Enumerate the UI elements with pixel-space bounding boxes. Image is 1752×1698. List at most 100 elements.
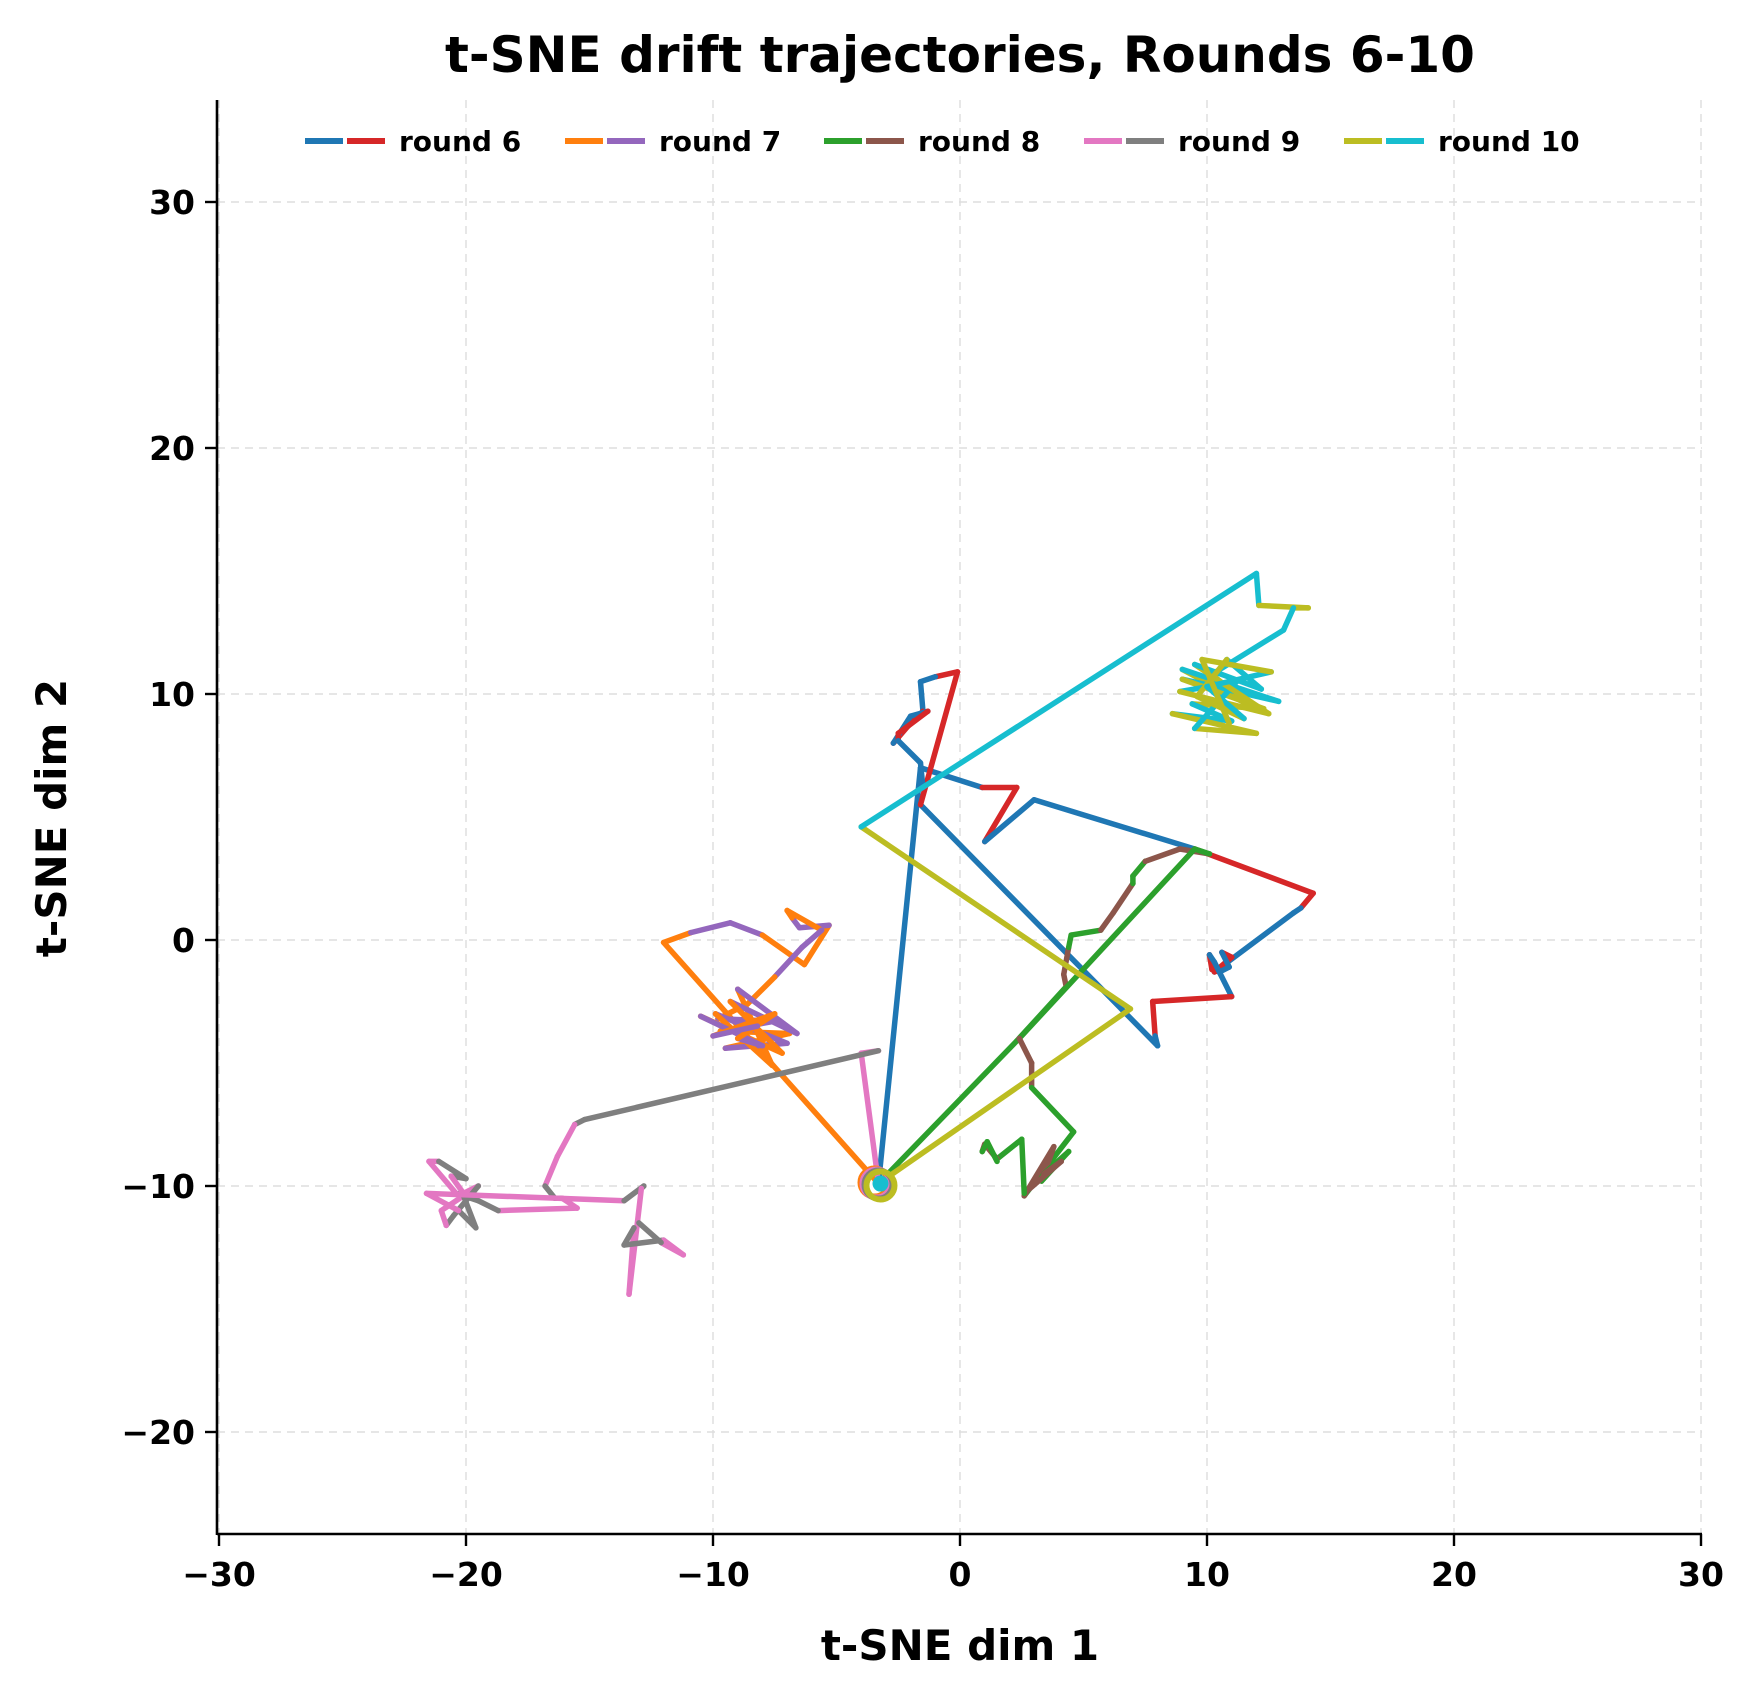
trajectory-segment <box>784 907 825 933</box>
trajectory-segment <box>875 765 924 1187</box>
trajectory-segment <box>626 1225 637 1297</box>
legend-item: round 10 <box>1344 125 1580 158</box>
trajectory-segment <box>875 1006 1134 1187</box>
trajectory-segment <box>636 1220 664 1246</box>
trajectory-segment <box>858 570 1260 830</box>
trajectory-segment <box>801 922 832 968</box>
trajectory-segment <box>932 669 961 680</box>
start-marker-ring <box>863 1168 898 1203</box>
trajectory-segment <box>1142 846 1183 865</box>
trajectory-segment <box>1149 998 1158 1039</box>
trajectory-segment <box>658 1239 687 1258</box>
trajectory-segment <box>1298 890 1316 911</box>
y-axis-ticks: −20 −10 0 10 20 30 <box>121 183 217 1452</box>
trajectory-segment <box>917 760 926 791</box>
legend-item: round 7 <box>565 125 781 158</box>
x-tick-label: 20 <box>1431 1555 1477 1594</box>
trajectory-segment <box>875 1038 1020 1187</box>
trajectory-segment <box>710 1023 761 1039</box>
trajectory-segment <box>734 1035 766 1049</box>
trajectory-segment <box>1191 846 1316 897</box>
trajectory-segment <box>1016 1035 1035 1066</box>
chart-title: t-SNE drift trajectories, Rounds 6-10 <box>445 26 1475 84</box>
trajectory-segment <box>426 1158 459 1197</box>
x-tick-label: −20 <box>429 1555 503 1594</box>
y-tick-label: 10 <box>149 675 195 714</box>
trajectory-segment <box>981 784 1020 845</box>
trajectory-segment <box>581 1047 882 1123</box>
trajectory-segment <box>799 927 825 951</box>
trajectory-segment <box>1016 846 1198 1042</box>
trajectory-segment <box>542 1153 561 1189</box>
legend-item: round 8 <box>824 125 1040 158</box>
trajectory-segment <box>1204 669 1274 690</box>
trajectory-segment <box>1031 797 1198 852</box>
trajectory-round-6 <box>875 669 1316 1187</box>
trajectory-segment <box>759 932 808 968</box>
x-tick-label: 30 <box>1678 1555 1724 1594</box>
trajectory-round-8 <box>875 846 1213 1199</box>
trajectory-segment <box>917 678 926 714</box>
y-tick-label: 30 <box>149 183 195 222</box>
trajectory-round-9 <box>423 1047 882 1297</box>
x-axis-ticks: −30 −20 −10 0 10 20 30 <box>182 1534 1724 1594</box>
trajectory-segment <box>984 1138 1000 1165</box>
x-tick-label: −30 <box>182 1555 256 1594</box>
legend-item: round 9 <box>1084 125 1300 158</box>
x-tick-label: 0 <box>949 1555 972 1594</box>
y-tick-label: 20 <box>149 429 195 468</box>
trajectories <box>423 570 1316 1297</box>
trajectory-segment <box>1110 880 1136 916</box>
trajectory-segment <box>858 824 1134 1012</box>
trajectory-segment <box>1219 949 1232 970</box>
trajectory-segment <box>895 708 931 737</box>
start-markers <box>857 1165 898 1203</box>
trajectory-segment <box>1060 944 1072 978</box>
y-tick-label: −10 <box>121 1167 195 1206</box>
start-marker-dot <box>872 1175 889 1192</box>
trajectory-segment <box>895 737 924 766</box>
x-tick-label: −10 <box>676 1555 750 1594</box>
legend-label: round 10 <box>1438 125 1580 158</box>
y-tick-label: −20 <box>121 1413 195 1452</box>
legend: round 6 round 7 round 8 round 9 round 10 <box>305 125 1580 158</box>
x-axis-label: t-SNE dim 1 <box>821 1621 1099 1670</box>
trajectory-segment <box>495 1205 580 1214</box>
trajectory-segment <box>688 920 734 936</box>
trajectory-segment <box>917 801 1161 1049</box>
trajectory-segment <box>1199 656 1232 727</box>
legend-item: round 6 <box>305 125 521 158</box>
trajectory-segment <box>660 929 694 946</box>
trajectory-segment <box>448 1173 467 1197</box>
trajectory-segment <box>1019 1136 1027 1197</box>
trajectory-segment <box>1280 605 1297 633</box>
legend-label: round 9 <box>1178 125 1300 158</box>
trajectory-segment <box>858 1050 882 1187</box>
trajectory-round-7 <box>660 907 882 1187</box>
legend-label: round 7 <box>659 125 781 158</box>
trajectory-segment <box>475 1198 501 1214</box>
legend-label: round 6 <box>399 125 521 158</box>
trajectory-segment <box>455 1207 479 1231</box>
y-axis-label: t-SNE dim 2 <box>27 679 76 957</box>
grid-lines <box>217 100 1702 1534</box>
trajectory-segment <box>438 1193 467 1214</box>
y-tick-label: 0 <box>172 921 195 960</box>
trajectory-segment <box>1028 1084 1077 1135</box>
trajectory-segment <box>1149 993 1235 1005</box>
trajectory-segment <box>727 920 766 938</box>
trajectory-segment <box>1098 910 1116 933</box>
trajectory-round-10 <box>858 570 1312 1187</box>
x-tick-label: 10 <box>1184 1555 1230 1594</box>
trajectory-segment <box>554 1121 578 1160</box>
trajectory-segment <box>772 944 805 980</box>
trajectory-segment <box>981 797 1037 845</box>
trajectory-segment <box>1021 1158 1065 1197</box>
trajectory-segment <box>1191 725 1260 737</box>
trajectory-segment <box>1130 858 1148 879</box>
trajectory-segment <box>1199 656 1274 675</box>
trajectory-segment <box>1253 570 1262 609</box>
trajectory-segment <box>1211 959 1235 1000</box>
legend-label: round 8 <box>918 125 1040 158</box>
